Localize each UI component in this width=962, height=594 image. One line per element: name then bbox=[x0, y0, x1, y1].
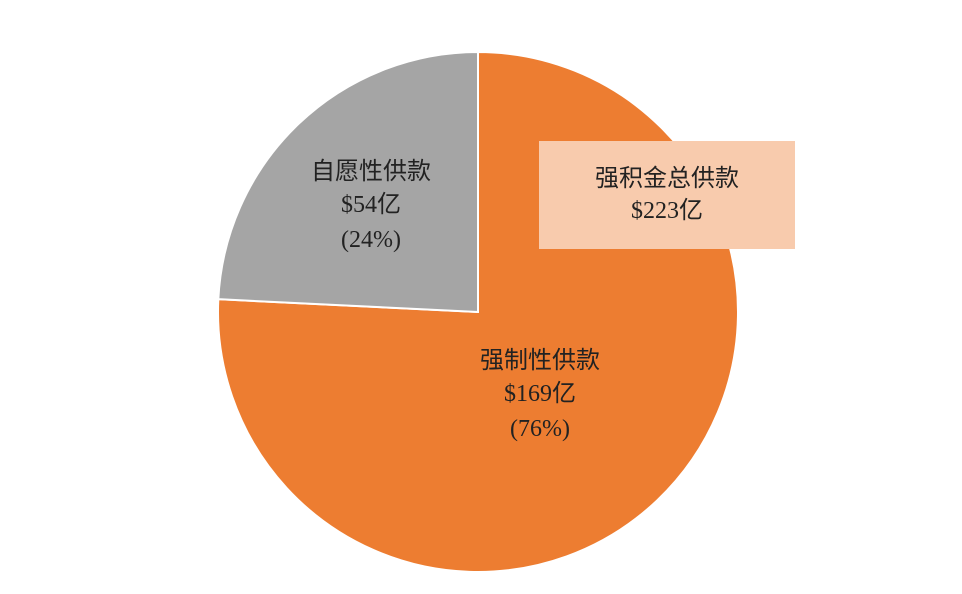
pie-slices bbox=[217, 50, 739, 573]
total-contribution-label: 强积金总供款 bbox=[595, 166, 739, 192]
slice-label-mandatory-value: $169亿 bbox=[504, 380, 576, 407]
pie-slice-voluntary bbox=[217, 50, 479, 314]
total-contribution-value: $223亿 bbox=[631, 198, 703, 224]
total-contribution-box: 强积金总供款 $223亿 bbox=[539, 141, 795, 249]
slice-label-voluntary-value: $54亿 bbox=[341, 191, 401, 218]
slice-label-voluntary-percent: (24%) bbox=[341, 227, 401, 253]
slice-label-voluntary-category: 自愿性供款 bbox=[311, 158, 431, 185]
slice-label-mandatory-category: 强制性供款 bbox=[480, 347, 600, 374]
slice-label-mandatory-percent: (76%) bbox=[510, 416, 570, 442]
pie-labels: 强制性供款 $169亿 (76%) 自愿性供款 $54亿 (24%) bbox=[311, 158, 600, 442]
